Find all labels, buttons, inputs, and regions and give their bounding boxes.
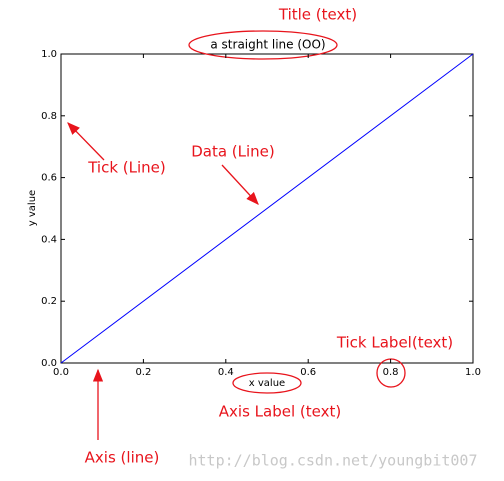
y-tick-label: 1.0 (41, 49, 57, 60)
y-tick-label: 0.0 (41, 358, 57, 369)
chart-title: a straight line (OO) (210, 38, 325, 52)
y-tick-label: 0.4 (41, 234, 57, 245)
data-line (60, 53, 474, 364)
annotation: Tick (Line) (87, 159, 166, 177)
x-tick-label: 0.8 (383, 367, 399, 378)
annotation: Tick Label(text) (336, 334, 453, 352)
y-tick-label: 0.8 (41, 111, 57, 122)
x-tick-label: 0.0 (53, 367, 69, 378)
x-tick-label: 0.2 (135, 367, 151, 378)
annotation: Axis (line) (85, 449, 160, 467)
x-tick-label: 0.4 (218, 367, 234, 378)
y-axis-label: y value (27, 190, 38, 226)
x-tick-label: 0.6 (300, 367, 316, 378)
annotation: Title (text) (278, 6, 357, 24)
data-arrow (221, 164, 259, 205)
annotation: Data (Line) (191, 143, 275, 161)
axis-label-highlight (232, 372, 302, 394)
title-highlight (188, 30, 338, 60)
annotation: Axis Label (text) (219, 403, 341, 421)
y-tick-label: 0.2 (41, 296, 57, 307)
x-tick-label: 1.0 (465, 367, 481, 378)
watermark: http://blog.csdn.net/youngbit007 (189, 452, 478, 470)
x-axis-label: x value (249, 378, 285, 389)
y-tick-label: 0.6 (41, 173, 57, 184)
tick-arrow (67, 122, 105, 161)
